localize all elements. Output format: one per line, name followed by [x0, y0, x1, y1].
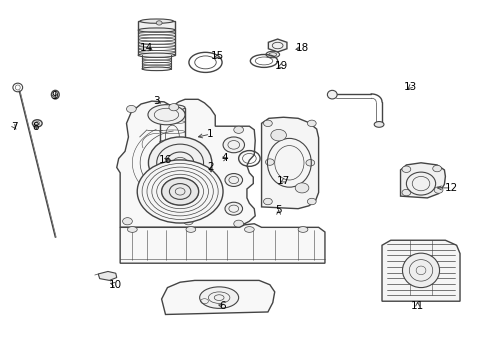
Ellipse shape	[138, 28, 175, 32]
Ellipse shape	[148, 137, 211, 189]
Ellipse shape	[307, 120, 316, 127]
Ellipse shape	[265, 51, 279, 58]
Ellipse shape	[263, 198, 272, 205]
Text: 3: 3	[153, 96, 160, 106]
Ellipse shape	[373, 122, 383, 127]
Text: 19: 19	[274, 61, 287, 71]
Text: 8: 8	[32, 122, 39, 132]
Ellipse shape	[263, 120, 272, 127]
Ellipse shape	[140, 19, 173, 23]
Text: 18: 18	[295, 43, 308, 53]
Ellipse shape	[142, 67, 171, 71]
Ellipse shape	[298, 226, 307, 232]
Ellipse shape	[32, 120, 42, 127]
Ellipse shape	[224, 202, 242, 215]
Ellipse shape	[401, 189, 410, 196]
Text: 15: 15	[211, 51, 224, 61]
Ellipse shape	[223, 137, 244, 153]
Polygon shape	[161, 280, 274, 315]
Ellipse shape	[138, 53, 175, 57]
Ellipse shape	[159, 105, 184, 111]
Text: 5: 5	[275, 206, 282, 216]
Ellipse shape	[148, 105, 184, 125]
Ellipse shape	[433, 187, 442, 193]
Ellipse shape	[233, 126, 243, 134]
Text: 10: 10	[108, 280, 122, 290]
Text: 7: 7	[11, 122, 18, 132]
Ellipse shape	[161, 178, 198, 205]
Polygon shape	[117, 99, 255, 227]
Ellipse shape	[270, 130, 286, 141]
Polygon shape	[400, 163, 445, 198]
Ellipse shape	[185, 226, 195, 232]
Text: 13: 13	[403, 82, 416, 92]
Text: 1: 1	[206, 129, 213, 139]
Ellipse shape	[127, 226, 137, 232]
Text: 16: 16	[159, 155, 172, 165]
Text: 17: 17	[276, 176, 289, 186]
Ellipse shape	[183, 218, 193, 225]
Polygon shape	[268, 39, 286, 52]
Ellipse shape	[156, 21, 162, 25]
Text: 12: 12	[444, 183, 457, 193]
Polygon shape	[98, 271, 117, 280]
Ellipse shape	[122, 218, 132, 225]
Ellipse shape	[159, 163, 184, 169]
Ellipse shape	[233, 220, 243, 227]
Text: 6: 6	[219, 301, 225, 311]
Ellipse shape	[432, 165, 441, 172]
Ellipse shape	[137, 160, 223, 223]
Polygon shape	[120, 224, 325, 263]
Polygon shape	[381, 240, 459, 301]
Text: 11: 11	[410, 301, 424, 311]
Text: 9: 9	[51, 91, 58, 101]
Ellipse shape	[295, 183, 308, 193]
Ellipse shape	[402, 253, 439, 288]
Ellipse shape	[305, 159, 314, 166]
Ellipse shape	[199, 287, 238, 309]
Ellipse shape	[224, 174, 242, 186]
Ellipse shape	[307, 198, 316, 205]
Ellipse shape	[126, 105, 136, 113]
Ellipse shape	[327, 90, 336, 99]
Ellipse shape	[401, 166, 410, 172]
Bar	[138, 21, 175, 30]
Text: 14: 14	[139, 43, 152, 53]
Ellipse shape	[265, 159, 274, 165]
Ellipse shape	[244, 226, 254, 232]
Ellipse shape	[168, 104, 178, 111]
Text: 2: 2	[206, 162, 213, 172]
Text: 4: 4	[221, 153, 228, 163]
Polygon shape	[261, 117, 318, 209]
